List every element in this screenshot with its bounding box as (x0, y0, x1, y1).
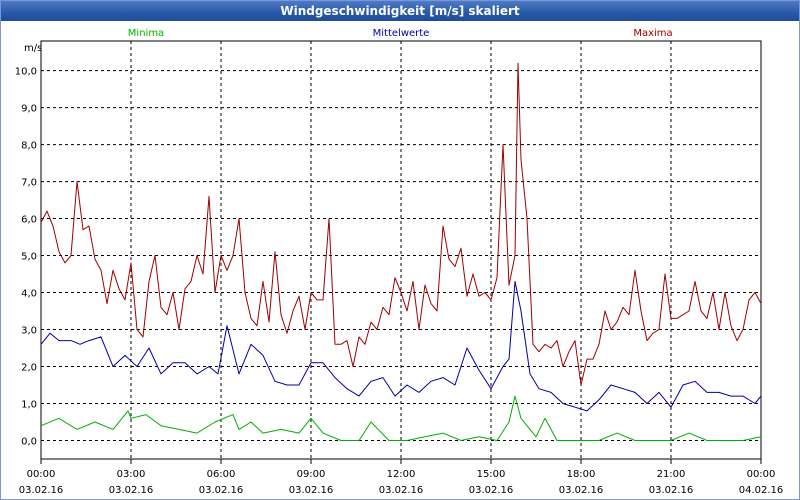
y-axis-label: m/s (24, 43, 42, 54)
y-tick-label: 5,0 (21, 252, 37, 263)
series-maxima-line (40, 62, 762, 386)
axis-labels: 0,0 1,0 2,0 3,0 4,0 5,0 6,0 7,0 8,0 9,0 10,0 00:00 0… (15, 67, 784, 496)
x-tick-date: 04.02.16 (739, 485, 784, 496)
x-tick-time: 21:00 (657, 469, 686, 480)
x-tick-date: 03.02.16 (559, 485, 604, 496)
legend-minima: Minima (128, 28, 164, 39)
x-tick-date: 03.02.16 (379, 485, 424, 496)
x-tick-date: 03.02.16 (289, 485, 334, 496)
y-tick-label: 3,0 (21, 326, 37, 337)
x-tick-time: 03:00 (117, 469, 146, 480)
x-tick-time: 09:00 (297, 469, 326, 480)
y-tick-label: 2,0 (21, 363, 37, 374)
y-tick-label: 1,0 (21, 400, 37, 411)
x-tick-time: 18:00 (567, 469, 596, 480)
x-tick-time: 00:00 (27, 469, 56, 480)
series-minima-line (40, 395, 762, 441)
y-tick-label: 9,0 (21, 104, 37, 115)
x-tick-time: 00:00 (747, 469, 776, 480)
y-tick-label: 7,0 (21, 178, 37, 189)
window-title: Windgeschwindigkeit [m/s] skaliert (1, 1, 799, 21)
x-tick-time: 06:00 (207, 469, 236, 480)
y-tick-label: 8,0 (21, 141, 37, 152)
y-tick-label: 4,0 (21, 289, 37, 300)
wind-speed-chart: m/s Minima Mittelwerte Maxima 0,0 1,0 2,0 3… (15, 28, 784, 496)
y-tick-label: 0,0 (21, 437, 37, 448)
x-tick-date: 03.02.16 (469, 485, 514, 496)
x-tick-time: 15:00 (477, 469, 506, 480)
x-tick-date: 03.02.16 (199, 485, 244, 496)
y-tick-label: 6,0 (21, 215, 37, 226)
x-tick-date: 03.02.16 (109, 485, 154, 496)
x-tick-date: 03.02.16 (19, 485, 64, 496)
y-tick-label: 10,0 (15, 67, 37, 78)
legend-maxima: Maxima (633, 28, 672, 39)
x-tick-time: 12:00 (387, 469, 416, 480)
series-mittelwerte-line (40, 280, 762, 412)
x-tick-date: 03.02.16 (649, 485, 694, 496)
series-layer (40, 62, 762, 441)
legend-mittelwerte: Mittelwerte (373, 28, 430, 39)
